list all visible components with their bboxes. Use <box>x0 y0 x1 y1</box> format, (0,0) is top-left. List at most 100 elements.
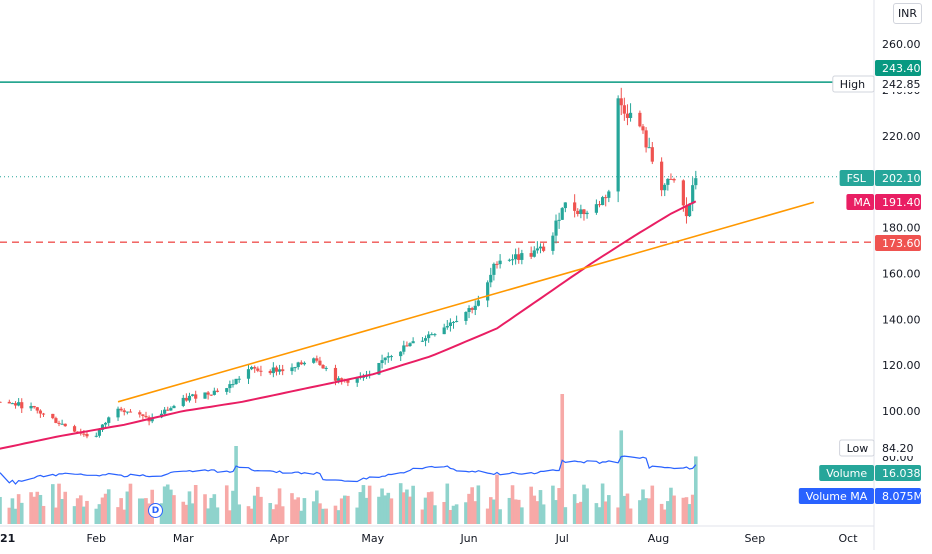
candle-body <box>470 308 474 310</box>
candle-body <box>181 397 185 406</box>
volume-bar <box>560 394 565 524</box>
volume-bar <box>513 499 518 524</box>
candle-body <box>601 197 605 206</box>
candle-body <box>495 263 499 265</box>
volume-bar <box>641 489 645 524</box>
candle-body <box>464 311 468 321</box>
volume-bar <box>7 507 12 524</box>
volume-bar <box>0 496 2 524</box>
candle-body <box>532 250 536 257</box>
volume-bar <box>377 496 381 524</box>
volume-bar <box>333 505 338 524</box>
candle-body <box>538 246 543 249</box>
volume-ma-label: Volume MA <box>798 488 874 504</box>
candle-body <box>557 219 561 221</box>
volume-bar <box>16 494 21 524</box>
ma-label: MA <box>846 194 874 210</box>
candle-body <box>163 409 167 414</box>
candle-body <box>576 210 580 215</box>
candle-body <box>430 334 434 336</box>
candle-body <box>455 320 459 322</box>
volume-bar <box>495 474 499 524</box>
volume-bar <box>122 509 127 524</box>
last-price-label: 202.10 <box>875 170 921 186</box>
volume-bar <box>669 487 673 524</box>
candle-body <box>619 98 623 106</box>
volume-bar <box>274 504 279 524</box>
trendline[interactable] <box>117 201 815 403</box>
volume-bar <box>63 491 68 524</box>
volume-bar <box>54 507 58 524</box>
volume-bar <box>268 503 273 524</box>
candle-body <box>324 367 328 369</box>
candle-body <box>433 334 437 336</box>
volume-bar <box>597 507 602 524</box>
volume-bar <box>405 489 409 524</box>
x-tick-label: Oct <box>838 532 858 545</box>
resistance-price-label: 243.40 <box>875 60 921 76</box>
currency-selector[interactable]: INR <box>893 3 922 24</box>
candle-body <box>212 390 216 395</box>
volume-bar <box>423 497 428 524</box>
candle-body <box>694 178 698 186</box>
candle-body <box>138 412 142 415</box>
x-tick-label: May <box>361 532 384 545</box>
candle-body <box>408 343 412 347</box>
volume-bar <box>237 504 241 524</box>
svg-text:173.60: 173.60 <box>882 237 921 250</box>
candle-body <box>386 356 390 358</box>
volume-bar <box>302 498 307 524</box>
volume-bar <box>165 484 170 524</box>
candle-body <box>119 408 123 411</box>
volume-bar <box>600 483 605 524</box>
candle-body <box>203 392 207 399</box>
volume-bar <box>510 485 515 524</box>
volume-bar <box>563 507 568 524</box>
svg-text:191.40: 191.40 <box>882 196 921 209</box>
candle-body <box>669 178 673 180</box>
volume-bar <box>231 490 235 524</box>
candle-body <box>94 435 98 437</box>
volume-bar <box>687 504 692 524</box>
x-tick-label: Jul <box>555 532 569 545</box>
volume-bar <box>29 492 33 524</box>
candle-body <box>184 397 188 401</box>
candle-body <box>51 413 55 419</box>
volume-bar <box>690 494 695 524</box>
volume-bar <box>355 507 360 524</box>
x-tick-label: Jun <box>459 532 477 545</box>
candle-body <box>340 378 344 380</box>
volume-bar <box>106 489 111 524</box>
volume-bar <box>367 485 372 524</box>
candle-body <box>451 321 456 323</box>
candle-body <box>355 377 359 383</box>
volume-bar <box>41 505 46 524</box>
volume-bar <box>585 488 589 524</box>
candle-body <box>684 205 689 217</box>
volume-bar <box>389 498 394 524</box>
candle-body <box>144 415 148 418</box>
volume-bar <box>35 491 40 524</box>
volume-value-label: 16.038M <box>875 465 930 481</box>
candle-body <box>128 411 133 413</box>
y-tick-label: 180.00 <box>882 222 921 235</box>
volume-bar <box>60 499 64 524</box>
volume-label: Volume <box>819 465 874 481</box>
indicator-badge[interactable]: D <box>148 503 163 518</box>
candle-body <box>290 367 294 372</box>
volume-bar <box>662 509 667 524</box>
volume-bar <box>448 509 453 524</box>
volume-bar <box>693 456 698 524</box>
candle-body <box>104 422 108 425</box>
x-tick-label: Apr <box>270 532 290 545</box>
candle-body <box>17 402 21 406</box>
candle-body <box>333 367 338 381</box>
candle-body <box>507 259 512 261</box>
volume-bar <box>224 485 229 524</box>
candle-body <box>346 380 350 383</box>
volume-bar <box>103 493 108 524</box>
x-tick-label: Mar <box>173 532 194 545</box>
candle-body <box>402 345 406 352</box>
volume-bar <box>476 485 481 524</box>
